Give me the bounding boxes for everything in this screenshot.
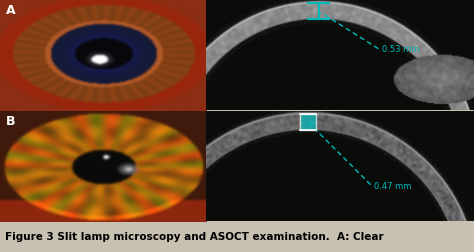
Text: B: B	[6, 115, 16, 128]
Text: 0.47 mm: 0.47 mm	[374, 182, 411, 191]
Text: 0.53 mm: 0.53 mm	[382, 45, 419, 54]
Text: Figure 3 Slit lamp microscopy and ASOCT examination.  A: Clear: Figure 3 Slit lamp microscopy and ASOCT …	[5, 232, 383, 242]
Text: A: A	[6, 5, 16, 17]
Bar	[300, 114, 316, 130]
